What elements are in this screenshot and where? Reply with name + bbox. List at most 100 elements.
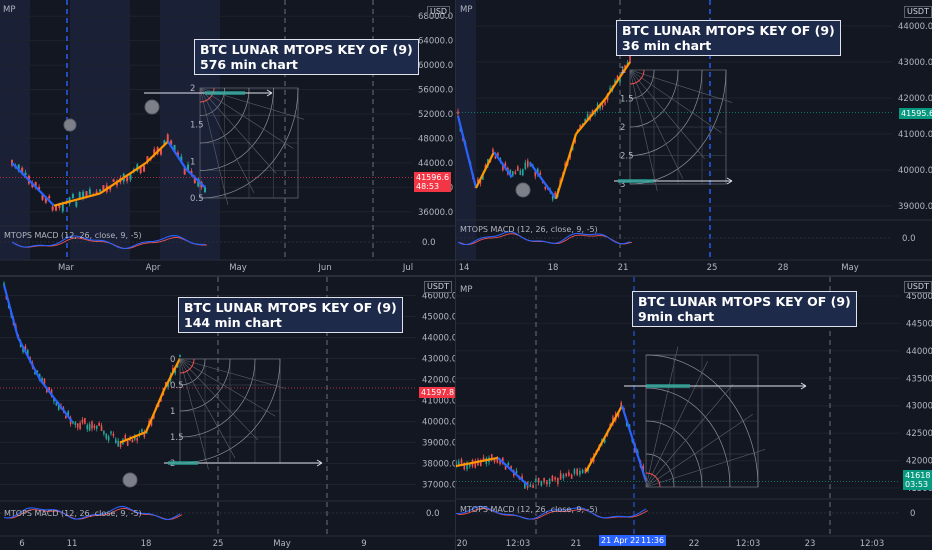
candle — [124, 434, 127, 440]
candle — [164, 382, 167, 386]
chart-pane-9min[interactable]: 45000.0 44500.0 44000.0 43500.0 43000.0 42500… — [456, 277, 932, 550]
candle — [517, 166, 519, 172]
candle — [24, 172, 27, 175]
candle — [58, 205, 61, 208]
downtrend-line — [493, 151, 513, 178]
candle — [457, 111, 459, 115]
candle — [535, 478, 537, 482]
pane-divider-horizontal[interactable] — [0, 275, 932, 277]
uptrend-line — [475, 151, 495, 189]
pivot-arc — [179, 358, 195, 374]
candle — [78, 192, 81, 199]
candle — [43, 378, 46, 385]
price-tick-label: 42000.0 — [906, 457, 932, 467]
candle — [543, 477, 545, 483]
macd-indicator-label[interactable]: MTOPS MACD (12, 26, close, 9, -5) — [4, 509, 142, 518]
candle — [183, 167, 186, 175]
candle — [34, 372, 36, 375]
gann-fan-line — [645, 384, 734, 488]
gann-fan-line — [629, 69, 705, 159]
currency-badge[interactable]: USDT — [904, 6, 932, 18]
macd-indicator-label[interactable]: MTOPS MACD (12, 26, close, 9, -5) — [460, 225, 598, 234]
session-band — [0, 0, 30, 260]
candle — [524, 162, 527, 169]
candle — [521, 476, 523, 480]
candle — [93, 425, 96, 428]
macd-tick-label: 0.0 — [422, 238, 436, 248]
candle — [559, 473, 562, 480]
chart-title-box[interactable]: BTC LUNAR MTOPS KEY OF (9) 144 min chart — [178, 297, 403, 333]
chart-pane-576min[interactable]: 68000.0 64000.0 60000.0 56000.0 52000.0 48000… — [0, 0, 455, 274]
candle — [581, 470, 584, 473]
candle — [197, 178, 200, 187]
candle — [494, 156, 497, 159]
candle — [540, 481, 543, 486]
candle — [163, 140, 166, 145]
candle — [51, 206, 54, 211]
candle — [539, 172, 542, 176]
time-tick-label: 12:03 — [736, 539, 761, 549]
candle — [24, 346, 27, 353]
price-tick-label: 39000.0 — [422, 439, 455, 449]
candle — [134, 436, 136, 440]
candle — [129, 174, 132, 180]
price-tick-label: 60000.0 — [418, 61, 453, 71]
price-tick-label: 44000.0 — [418, 159, 453, 169]
candle — [536, 168, 539, 175]
price-tick-label: 37000.0 — [422, 481, 455, 491]
candle — [159, 149, 162, 155]
candle — [136, 437, 138, 441]
chart-pane-144min[interactable]: 46000.0 45000.0 44000.0 43000.0 42000.0 41000… — [0, 277, 455, 550]
chart-title-line2: 576 min chart — [200, 57, 298, 72]
candle — [537, 478, 540, 483]
price-tick-label: 40000.0 — [422, 418, 455, 428]
candle — [557, 477, 559, 484]
event-marker — [144, 99, 160, 115]
currency-badge[interactable]: USDT — [904, 281, 932, 293]
candle — [153, 149, 156, 156]
price-tick-label: 42500.0 — [906, 429, 932, 439]
candle — [79, 422, 81, 429]
candle — [74, 422, 77, 425]
uptrend-line — [605, 61, 631, 99]
arrow-head — [726, 177, 733, 185]
time-tick-label: Jul — [402, 263, 413, 273]
chart-title-box[interactable]: BTC LUNAR MTOPS KEY OF (9) 36 min chart — [616, 20, 841, 56]
price-tick-label: 40000.0 — [898, 166, 932, 176]
event-marker — [63, 118, 77, 132]
candle — [570, 474, 573, 479]
macd-tick-label: 0.0 — [902, 234, 916, 244]
last-price-tag: 41597.8 — [419, 387, 455, 398]
candle — [112, 433, 115, 436]
macd-indicator-label[interactable]: MTOPS MACD (12, 26, close, 9, -5) — [460, 505, 598, 514]
currency-badge[interactable]: USDT — [424, 281, 452, 293]
candle — [119, 441, 122, 448]
chart-title-box[interactable]: BTC LUNAR MTOPS KEY OF (9) 9min chart — [632, 291, 857, 327]
chart-pane-36min[interactable]: 44000.0 43000.0 42000.0 41000.0 40000.0 39000… — [456, 0, 932, 274]
candle — [21, 167, 24, 174]
currency-badge[interactable]: USD — [427, 6, 451, 18]
time-tick-label: 21 — [571, 539, 582, 549]
candle — [468, 464, 471, 467]
candle — [85, 191, 88, 199]
candle — [139, 166, 142, 174]
chart-title-box[interactable]: BTC LUNAR MTOPS KEY OF (9) 576 min chart — [194, 39, 419, 75]
price-tick-label: 52000.0 — [418, 110, 453, 120]
candle — [546, 480, 548, 485]
candle — [55, 402, 58, 406]
time-tick-label: May — [273, 539, 291, 549]
time-tick-label: 11 — [67, 539, 78, 549]
gann-fan-line — [199, 87, 294, 149]
candle — [117, 440, 119, 447]
candle — [131, 439, 134, 443]
fib-level-label: 0.5 — [190, 194, 204, 204]
candle — [573, 469, 576, 474]
candle — [112, 179, 115, 182]
candle — [554, 192, 557, 196]
downtrend-line — [456, 115, 478, 189]
candle — [173, 144, 176, 152]
macd-indicator-label[interactable]: MTOPS MACD (12, 26, close, 9, -5) — [4, 231, 142, 240]
uptrend-line — [585, 405, 623, 473]
event-marker — [515, 182, 531, 198]
candle — [180, 156, 183, 163]
